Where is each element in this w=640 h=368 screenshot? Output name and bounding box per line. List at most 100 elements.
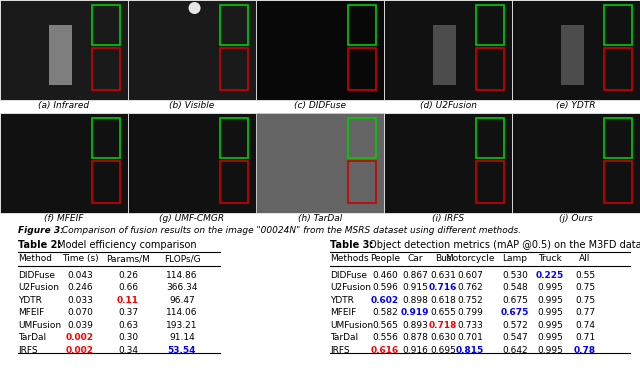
Text: 0.547: 0.547 xyxy=(502,333,528,342)
Text: 0.548: 0.548 xyxy=(502,283,528,292)
Text: 0.630: 0.630 xyxy=(430,333,456,342)
Text: 0.34: 0.34 xyxy=(118,346,138,355)
Text: 0.75: 0.75 xyxy=(575,296,595,305)
Bar xyxy=(0,0,128,100)
Text: Object detection metrics (mAP @0.5) on the M3FD data: Object detection metrics (mAP @0.5) on t… xyxy=(366,240,640,250)
Bar xyxy=(348,48,376,90)
Text: TarDal: TarDal xyxy=(18,333,46,342)
Text: All: All xyxy=(579,254,591,263)
Text: 0.995: 0.995 xyxy=(537,321,563,330)
Text: 0.30: 0.30 xyxy=(118,333,138,342)
Text: 0.878: 0.878 xyxy=(402,333,428,342)
Bar xyxy=(384,0,512,100)
Text: 0.66: 0.66 xyxy=(118,283,138,292)
Text: Time (s): Time (s) xyxy=(61,254,99,263)
Text: 0.733: 0.733 xyxy=(457,321,483,330)
Bar xyxy=(49,25,72,85)
Text: 0.530: 0.530 xyxy=(502,271,528,280)
Bar xyxy=(476,48,504,90)
Text: (h) TarDal: (h) TarDal xyxy=(298,214,342,223)
Bar xyxy=(348,118,376,158)
Text: Params/M: Params/M xyxy=(106,254,150,263)
Text: 0.799: 0.799 xyxy=(457,308,483,317)
Text: 0.675: 0.675 xyxy=(502,296,528,305)
Text: People: People xyxy=(370,254,400,263)
Bar xyxy=(220,118,248,158)
Bar xyxy=(476,118,504,158)
Text: UMFusion: UMFusion xyxy=(330,321,373,330)
Text: 0.556: 0.556 xyxy=(372,333,398,342)
Bar xyxy=(0,113,128,213)
Text: Bus: Bus xyxy=(435,254,451,263)
Text: 0.26: 0.26 xyxy=(118,271,138,280)
Bar xyxy=(604,5,632,45)
Text: (a) Infrared: (a) Infrared xyxy=(38,101,90,110)
Text: 0.63: 0.63 xyxy=(118,321,138,330)
Text: Comparison of fusion results on the image "00024N" from the MSRS dataset using d: Comparison of fusion results on the imag… xyxy=(59,226,521,235)
Text: 0.71: 0.71 xyxy=(575,333,595,342)
Text: 0.631: 0.631 xyxy=(430,271,456,280)
Text: Car: Car xyxy=(407,254,423,263)
Bar xyxy=(384,113,512,213)
Text: 0.718: 0.718 xyxy=(429,321,457,330)
Text: 96.47: 96.47 xyxy=(169,296,195,305)
Text: 53.54: 53.54 xyxy=(168,346,196,355)
Text: YDTR: YDTR xyxy=(330,296,354,305)
Text: 114.06: 114.06 xyxy=(166,308,198,317)
Text: 0.762: 0.762 xyxy=(457,283,483,292)
Text: 0.572: 0.572 xyxy=(502,321,528,330)
Bar xyxy=(92,118,120,158)
Text: 0.618: 0.618 xyxy=(430,296,456,305)
Text: 0.602: 0.602 xyxy=(371,296,399,305)
Text: 0.460: 0.460 xyxy=(372,271,398,280)
Text: Figure 3:: Figure 3: xyxy=(18,226,64,235)
Bar xyxy=(512,0,640,100)
Text: 0.002: 0.002 xyxy=(66,346,94,355)
Text: 0.995: 0.995 xyxy=(537,308,563,317)
Text: 0.695: 0.695 xyxy=(430,346,456,355)
Text: 0.995: 0.995 xyxy=(537,296,563,305)
Text: U2Fusion: U2Fusion xyxy=(330,283,371,292)
Bar xyxy=(561,25,584,85)
Text: (c) DIDFuse: (c) DIDFuse xyxy=(294,101,346,110)
Text: 0.867: 0.867 xyxy=(402,271,428,280)
Text: (b) Visible: (b) Visible xyxy=(170,101,214,110)
Text: (j) Ours: (j) Ours xyxy=(559,214,593,223)
Text: 0.815: 0.815 xyxy=(456,346,484,355)
Text: 0.11: 0.11 xyxy=(117,296,139,305)
Text: Table 3:: Table 3: xyxy=(330,240,373,250)
Bar xyxy=(128,113,256,213)
Bar xyxy=(256,0,384,100)
Text: 0.75: 0.75 xyxy=(575,283,595,292)
Circle shape xyxy=(189,2,200,14)
Text: 0.752: 0.752 xyxy=(457,296,483,305)
Text: 0.74: 0.74 xyxy=(575,321,595,330)
Text: IRFS: IRFS xyxy=(330,346,349,355)
Bar xyxy=(220,5,248,45)
Text: Motorcycle: Motorcycle xyxy=(445,254,495,263)
Text: 0.77: 0.77 xyxy=(575,308,595,317)
Text: Method: Method xyxy=(18,254,52,263)
Text: 0.915: 0.915 xyxy=(402,283,428,292)
Text: Methods: Methods xyxy=(330,254,369,263)
Text: (f) MFEIF: (f) MFEIF xyxy=(44,214,84,223)
Text: 0.893: 0.893 xyxy=(402,321,428,330)
Text: Truck: Truck xyxy=(538,254,562,263)
Bar xyxy=(604,118,632,158)
Text: U2Fusion: U2Fusion xyxy=(18,283,59,292)
Text: 0.033: 0.033 xyxy=(67,296,93,305)
Text: 0.607: 0.607 xyxy=(457,271,483,280)
Bar xyxy=(433,25,456,85)
Text: 91.14: 91.14 xyxy=(169,333,195,342)
Bar xyxy=(92,5,120,45)
Text: 0.039: 0.039 xyxy=(67,321,93,330)
Bar xyxy=(476,5,504,45)
Bar xyxy=(604,48,632,90)
Text: 0.582: 0.582 xyxy=(372,308,398,317)
Text: 366.34: 366.34 xyxy=(166,283,198,292)
Text: 0.919: 0.919 xyxy=(401,308,429,317)
Bar xyxy=(220,161,248,203)
Text: TarDal: TarDal xyxy=(330,333,358,342)
Text: 0.246: 0.246 xyxy=(67,283,93,292)
Text: 0.642: 0.642 xyxy=(502,346,528,355)
